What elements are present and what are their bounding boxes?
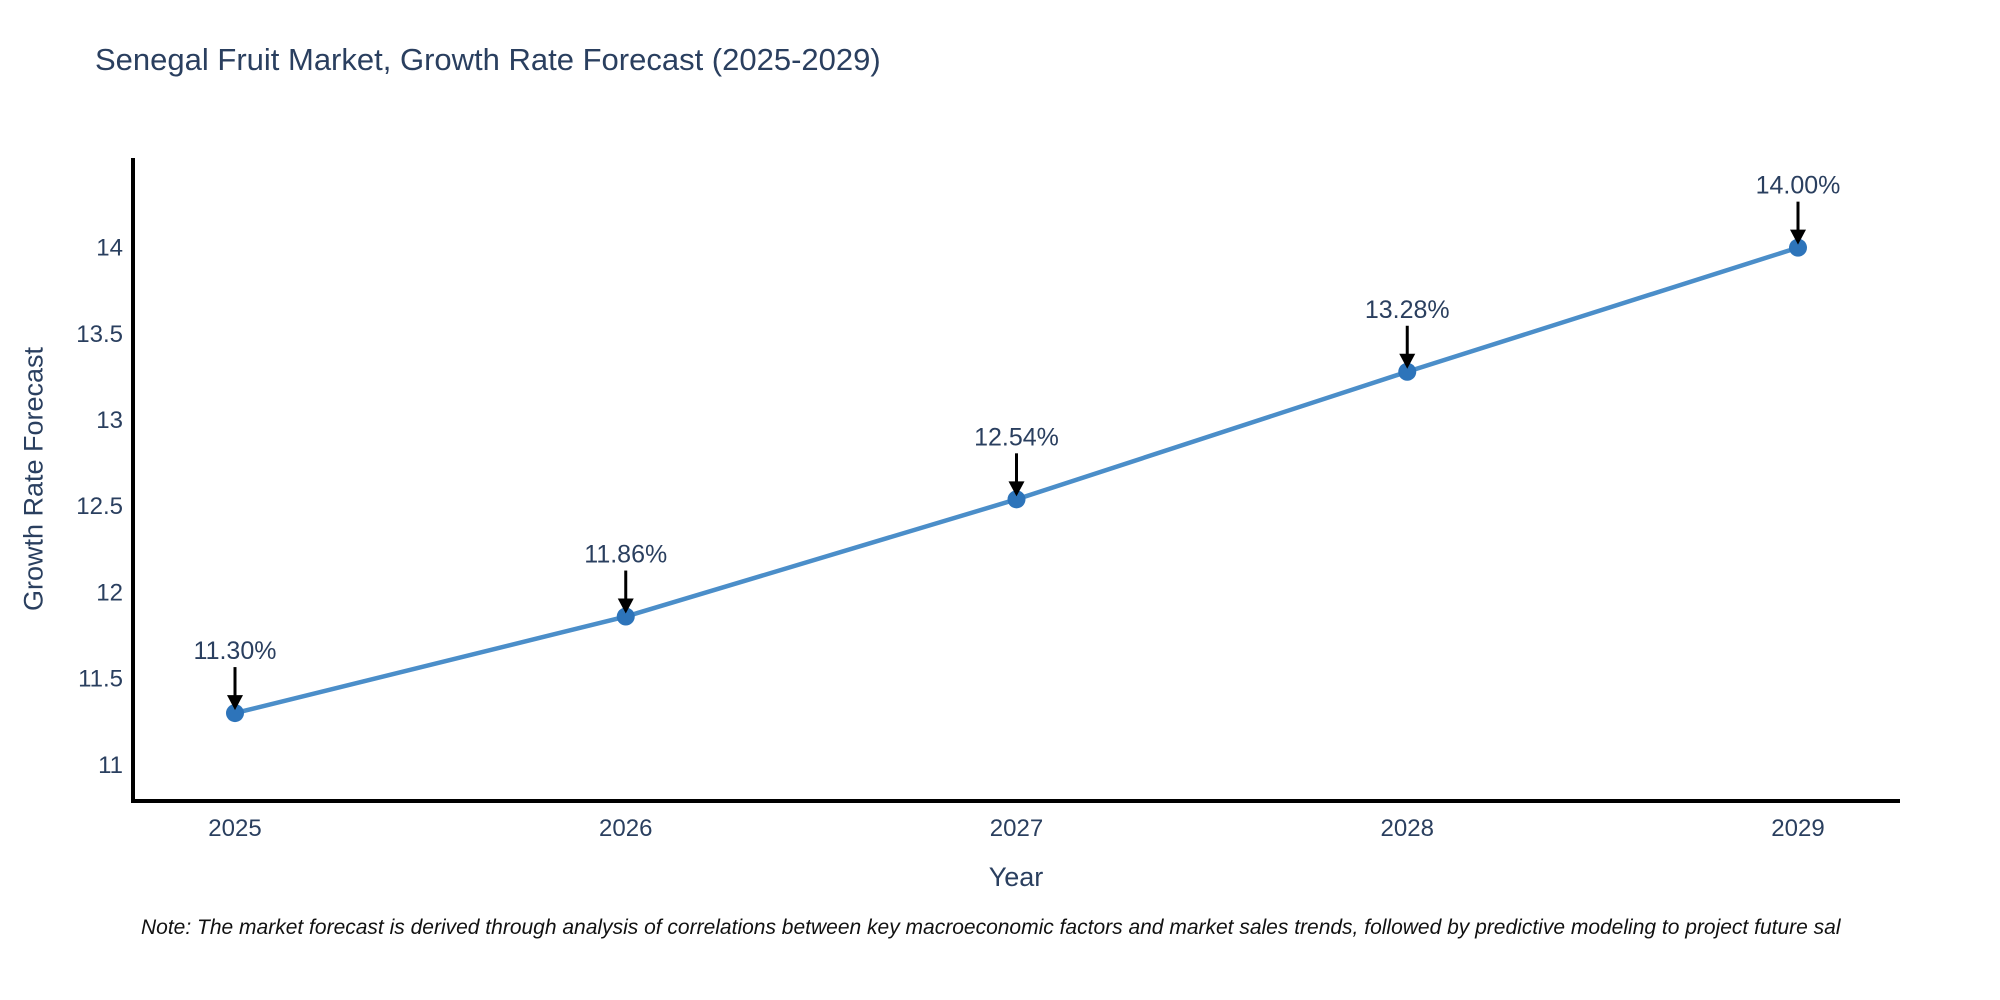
y-tick-label: 11.5 xyxy=(78,666,123,693)
x-tick-label: 2029 xyxy=(1771,815,1824,842)
x-tick-label: 2026 xyxy=(599,815,652,842)
y-tick-label: 12 xyxy=(96,579,123,606)
y-tick-label: 12.5 xyxy=(76,493,123,520)
annotation-label: 12.54% xyxy=(974,423,1059,451)
data-point xyxy=(1398,362,1417,381)
annotation-arrowhead xyxy=(617,598,634,614)
x-tick-label: 2025 xyxy=(208,815,261,842)
annotation-label: 11.86% xyxy=(584,541,667,569)
y-tick-label: 11 xyxy=(98,752,123,779)
x-tick-label: 2027 xyxy=(990,815,1043,842)
annotation-arrowhead xyxy=(227,695,243,711)
y-tick-label: 14 xyxy=(96,235,123,262)
data-point xyxy=(1789,238,1807,257)
data-point xyxy=(616,607,635,626)
y-axis-title: Growth Rate Forecast xyxy=(18,346,49,612)
annotation-label: 11.30% xyxy=(194,637,277,665)
annotation-arrowhead xyxy=(1399,353,1416,369)
annotation-label: 14.00% xyxy=(1756,172,1841,200)
annotation-arrowhead xyxy=(1008,481,1025,497)
footnote: Note: The market forecast is derived thr… xyxy=(141,916,1841,939)
annotation-arrowhead xyxy=(1790,229,1806,245)
chart-title: Senegal Fruit Market, Growth Rate Foreca… xyxy=(95,42,881,77)
x-tick-label: 2028 xyxy=(1381,815,1434,842)
data-point xyxy=(226,704,244,723)
data-point xyxy=(1007,490,1026,509)
x-axis-title: Year xyxy=(988,862,1044,892)
y-tick-label: 13 xyxy=(96,407,123,434)
annotation-label: 13.28% xyxy=(1365,296,1450,324)
y-tick-label: 13.5 xyxy=(76,321,123,348)
